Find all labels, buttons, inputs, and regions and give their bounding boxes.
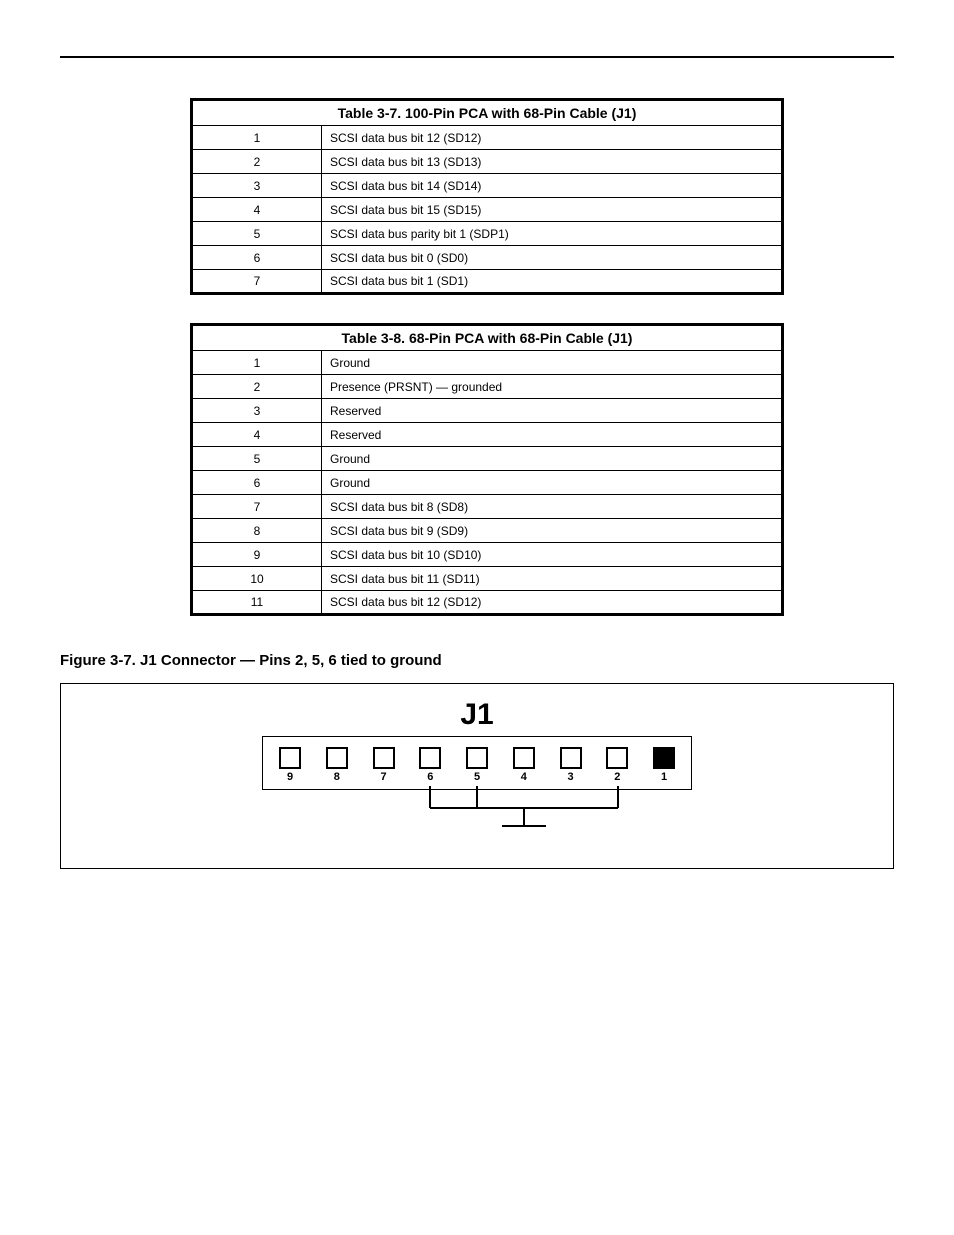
desc-cell: SCSI data bus bit 0 (SD0) xyxy=(322,246,783,270)
desc-cell: SCSI data bus bit 1 (SD1) xyxy=(322,270,783,294)
pin-cell: 2 xyxy=(192,150,322,174)
desc-cell: SCSI data bus parity bit 1 (SDP1) xyxy=(322,222,783,246)
table-row: 2Presence (PRSNT) — grounded xyxy=(192,375,783,399)
pin-4: 4 xyxy=(513,747,535,783)
pin-cell: 1 xyxy=(192,351,322,375)
figure-3-7: J1 1 2 3 4 5 6 7 8 9 xyxy=(60,683,894,869)
desc-cell: SCSI data bus bit 12 (SD12) xyxy=(322,591,783,615)
pin-box-icon xyxy=(466,747,488,769)
table-row: 11SCSI data bus bit 12 (SD12) xyxy=(192,591,783,615)
pin-cell: 2 xyxy=(192,375,322,399)
pin-cell: 3 xyxy=(192,174,322,198)
pin-cell: 6 xyxy=(192,246,322,270)
table-3-7: Table 3-7. 100-Pin PCA with 68-Pin Cable… xyxy=(190,98,784,295)
desc-cell: Reserved xyxy=(322,399,783,423)
pin-number: 3 xyxy=(567,771,573,783)
pin-box-icon xyxy=(653,747,675,769)
pin-cell: 7 xyxy=(192,270,322,294)
pin-1: 1 xyxy=(653,747,675,783)
connector-label: J1 xyxy=(61,698,893,732)
table-3-7-title: Table 3-7. 100-Pin PCA with 68-Pin Cable… xyxy=(192,100,783,126)
table-row: 5Ground xyxy=(192,447,783,471)
pin-number: 5 xyxy=(474,771,480,783)
pin-cell: 1 xyxy=(192,126,322,150)
table-row: 2SCSI data bus bit 13 (SD13) xyxy=(192,150,783,174)
pin-cell: 6 xyxy=(192,471,322,495)
desc-cell: SCSI data bus bit 8 (SD8) xyxy=(322,495,783,519)
pin-number: 8 xyxy=(334,771,340,783)
desc-cell: SCSI data bus bit 12 (SD12) xyxy=(322,126,783,150)
table-row: 5SCSI data bus parity bit 1 (SDP1) xyxy=(192,222,783,246)
pin-cell: 4 xyxy=(192,423,322,447)
desc-cell: SCSI data bus bit 13 (SD13) xyxy=(322,150,783,174)
pin-box-icon xyxy=(606,747,628,769)
pin-3: 3 xyxy=(560,747,582,783)
pin-2: 2 xyxy=(606,747,628,783)
pin-cell: 7 xyxy=(192,495,322,519)
table-3-8: Table 3-8. 68-Pin PCA with 68-Pin Cable … xyxy=(190,323,784,616)
pin-cell: 11 xyxy=(192,591,322,615)
desc-cell: SCSI data bus bit 10 (SD10) xyxy=(322,543,783,567)
pin-cell: 10 xyxy=(192,567,322,591)
pin-number: 6 xyxy=(427,771,433,783)
pin-cell: 3 xyxy=(192,399,322,423)
pin-box-icon xyxy=(419,747,441,769)
desc-cell: Ground xyxy=(322,447,783,471)
pin-cell: 8 xyxy=(192,519,322,543)
pin-box-icon xyxy=(326,747,348,769)
table-row: 10SCSI data bus bit 11 (SD11) xyxy=(192,567,783,591)
figure-caption: Figure 3-7. J1 Connector — Pins 2, 5, 6 … xyxy=(60,652,894,669)
table-row: 6Ground xyxy=(192,471,783,495)
table-row: 1Ground xyxy=(192,351,783,375)
pin-cell: 4 xyxy=(192,198,322,222)
table-3-8-title: Table 3-8. 68-Pin PCA with 68-Pin Cable … xyxy=(192,325,783,351)
pin-5: 5 xyxy=(466,747,488,783)
desc-cell: Ground xyxy=(322,351,783,375)
pin-cell: 9 xyxy=(192,543,322,567)
header-rule xyxy=(60,56,894,58)
pin-number: 1 xyxy=(661,771,667,783)
desc-cell: Presence (PRSNT) — grounded xyxy=(322,375,783,399)
desc-cell: Reserved xyxy=(322,423,783,447)
pin-box-icon xyxy=(513,747,535,769)
connector-shell: 1 2 3 4 5 6 7 8 9 xyxy=(262,736,692,790)
table-row: 4SCSI data bus bit 15 (SD15) xyxy=(192,198,783,222)
desc-cell: Ground xyxy=(322,471,783,495)
table-row: 3SCSI data bus bit 14 (SD14) xyxy=(192,174,783,198)
pin-cell: 5 xyxy=(192,447,322,471)
pin-8: 8 xyxy=(326,747,348,783)
desc-cell: SCSI data bus bit 9 (SD9) xyxy=(322,519,783,543)
table-row: 4Reserved xyxy=(192,423,783,447)
pin-box-icon xyxy=(279,747,301,769)
pin-box-icon xyxy=(560,747,582,769)
desc-cell: SCSI data bus bit 14 (SD14) xyxy=(322,174,783,198)
pin-9: 9 xyxy=(279,747,301,783)
table-row: 1SCSI data bus bit 12 (SD12) xyxy=(192,126,783,150)
desc-cell: SCSI data bus bit 11 (SD11) xyxy=(322,567,783,591)
pin-number: 4 xyxy=(521,771,527,783)
ground-wiring-diagram xyxy=(262,786,692,846)
table-row: 6SCSI data bus bit 0 (SD0) xyxy=(192,246,783,270)
pin-cell: 5 xyxy=(192,222,322,246)
pin-number: 7 xyxy=(380,771,386,783)
table-row: 7SCSI data bus bit 8 (SD8) xyxy=(192,495,783,519)
pin-7: 7 xyxy=(373,747,395,783)
table-row: 9SCSI data bus bit 10 (SD10) xyxy=(192,543,783,567)
table-row: 3Reserved xyxy=(192,399,783,423)
pin-number: 9 xyxy=(287,771,293,783)
table-row: 8SCSI data bus bit 9 (SD9) xyxy=(192,519,783,543)
pin-6: 6 xyxy=(419,747,441,783)
table-row: 7SCSI data bus bit 1 (SD1) xyxy=(192,270,783,294)
desc-cell: SCSI data bus bit 15 (SD15) xyxy=(322,198,783,222)
pin-box-icon xyxy=(373,747,395,769)
pin-number: 2 xyxy=(614,771,620,783)
tables-region: Table 3-7. 100-Pin PCA with 68-Pin Cable… xyxy=(60,98,894,616)
